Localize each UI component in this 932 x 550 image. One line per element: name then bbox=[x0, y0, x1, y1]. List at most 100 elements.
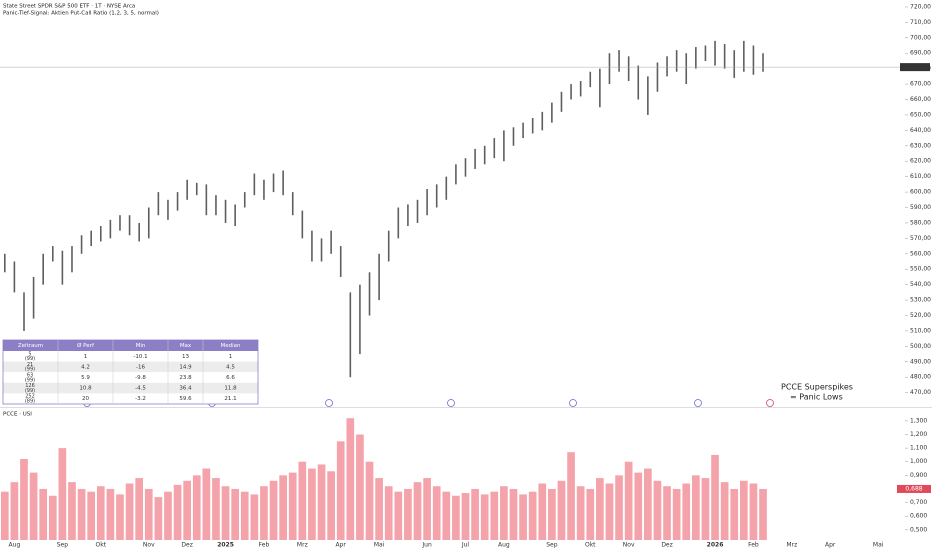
bar bbox=[730, 488, 739, 540]
y-tick-label: 520,00 bbox=[910, 312, 931, 319]
event-marker bbox=[325, 399, 333, 407]
y-tick-label: 570,00 bbox=[910, 235, 931, 242]
table-header: Max bbox=[180, 343, 192, 349]
table-cell: 21 bbox=[27, 362, 33, 368]
bar bbox=[0, 491, 9, 540]
x-tick-label: Mrz bbox=[297, 542, 308, 549]
table-cell: 126 bbox=[25, 383, 35, 389]
bar bbox=[720, 482, 729, 540]
table-cell: 14.9 bbox=[179, 364, 192, 370]
table-cell: 20 bbox=[82, 396, 89, 402]
table-cell: 13 bbox=[182, 354, 189, 360]
table-cell: (99) bbox=[25, 377, 35, 383]
y-tick-label: 480,00 bbox=[910, 374, 931, 381]
x-tick-label: Mai bbox=[374, 542, 385, 549]
y-tick-label: 1,100 bbox=[910, 445, 927, 452]
bar bbox=[288, 472, 297, 540]
x-tick-label: Apr bbox=[336, 542, 347, 549]
bar bbox=[269, 480, 278, 540]
indicator-title: Panic-Tief-Signal: Aktien Put-Call Ratio… bbox=[3, 11, 159, 17]
y-tick-label: 630,00 bbox=[910, 142, 931, 149]
table-cell: 6.6 bbox=[226, 375, 235, 381]
bar bbox=[624, 461, 633, 540]
x-tick-label: Sep bbox=[546, 542, 558, 549]
bar bbox=[605, 483, 614, 540]
bar bbox=[672, 488, 681, 540]
y-tick-label: 550,00 bbox=[910, 266, 931, 273]
bar bbox=[759, 488, 767, 540]
bar bbox=[596, 478, 604, 540]
table-border bbox=[2, 339, 259, 405]
event-marker bbox=[694, 399, 702, 407]
bar bbox=[701, 478, 710, 540]
x-tick-label: Sep bbox=[57, 542, 69, 549]
last-value-tag bbox=[897, 484, 931, 493]
bar bbox=[154, 497, 163, 540]
table-cell: 36.4 bbox=[179, 386, 192, 392]
bar bbox=[423, 478, 431, 540]
bar bbox=[471, 488, 479, 540]
bar bbox=[336, 441, 345, 540]
bar bbox=[164, 491, 172, 540]
table-cell: 5.9 bbox=[81, 375, 90, 381]
table-cell: -4.5 bbox=[135, 386, 146, 392]
bar bbox=[586, 488, 595, 540]
table-cell: 252 bbox=[25, 394, 35, 400]
x-tick-label: Nov bbox=[143, 542, 155, 549]
bar bbox=[327, 471, 335, 540]
table-cell: 4.5 bbox=[226, 364, 235, 370]
bar bbox=[509, 488, 518, 540]
y-tick-label: 0,900 bbox=[910, 472, 927, 479]
x-tick-label: 2025 bbox=[217, 542, 234, 549]
y-tick-label: 640,00 bbox=[910, 127, 931, 134]
bar bbox=[221, 486, 230, 540]
bar bbox=[384, 486, 393, 540]
table-cell: 1 bbox=[229, 354, 233, 360]
x-tick-label: Dez bbox=[661, 542, 672, 549]
y-tick-label: 560,00 bbox=[910, 250, 931, 257]
bar bbox=[96, 486, 105, 540]
y-tick-label: 510,00 bbox=[910, 327, 931, 334]
bar bbox=[557, 480, 566, 540]
y-tick-label: 0,600 bbox=[910, 513, 927, 520]
table-row-bg bbox=[3, 372, 258, 383]
table-cell: 4.2 bbox=[81, 364, 90, 370]
y-tick-label: 0,500 bbox=[910, 526, 927, 533]
x-tick-label: Aug bbox=[9, 542, 21, 549]
annotation: = Panic Lows bbox=[790, 393, 843, 402]
bar bbox=[116, 494, 124, 540]
table-cell: 63 bbox=[27, 373, 33, 379]
table-cell: (99) bbox=[25, 388, 35, 394]
bar bbox=[135, 478, 144, 540]
bar bbox=[519, 494, 527, 540]
table-header: Median bbox=[220, 343, 241, 349]
bar bbox=[240, 491, 249, 540]
annotation: PCCE Superspikes bbox=[781, 383, 853, 392]
table-cell: -10.1 bbox=[133, 354, 147, 360]
table-cell: 21.1 bbox=[224, 396, 236, 402]
bar bbox=[231, 488, 239, 540]
x-tick-label: Okt bbox=[95, 542, 106, 549]
bar bbox=[58, 448, 67, 540]
x-tick-label: Okt bbox=[585, 542, 596, 549]
bar bbox=[125, 483, 134, 540]
table-header: Min bbox=[136, 343, 146, 349]
x-tick-label: Nov bbox=[623, 542, 635, 549]
bar bbox=[298, 461, 307, 540]
table-cell: -16 bbox=[136, 364, 145, 370]
x-tick-label: Mai bbox=[873, 542, 884, 549]
event-marker bbox=[447, 399, 455, 407]
bar bbox=[576, 486, 585, 540]
y-tick-label: 690,00 bbox=[910, 50, 931, 57]
table-cell: 23.8 bbox=[179, 375, 192, 381]
x-tick-label: Aug bbox=[498, 542, 510, 549]
bar bbox=[692, 475, 700, 540]
last-price-tag bbox=[900, 63, 930, 72]
y-tick-label: 620,00 bbox=[910, 158, 931, 165]
y-tick-label: 500,00 bbox=[910, 343, 931, 350]
table-cell: 59.6 bbox=[179, 396, 192, 402]
bar bbox=[356, 434, 364, 540]
table-header: Ø Perf bbox=[77, 342, 95, 349]
y-tick-label: 470,00 bbox=[910, 389, 931, 396]
x-tick-label: Feb bbox=[748, 542, 759, 549]
